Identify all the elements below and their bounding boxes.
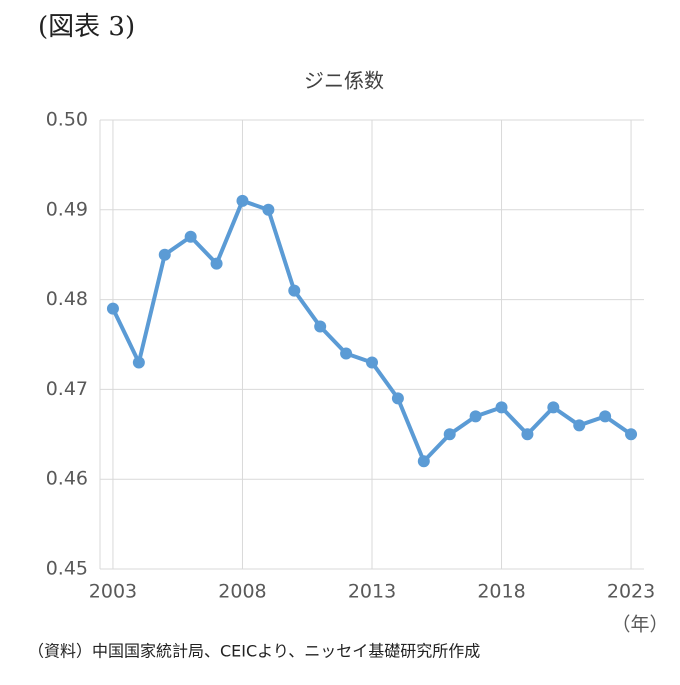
x-tick-label: 2003 — [89, 581, 137, 603]
point — [391, 392, 404, 405]
point — [443, 428, 456, 441]
point — [547, 401, 560, 414]
chart-title: ジニ係数 — [304, 69, 384, 93]
point — [210, 257, 223, 270]
point — [340, 347, 353, 360]
point — [495, 401, 508, 414]
point — [366, 356, 378, 369]
point — [417, 455, 430, 468]
point — [262, 203, 275, 216]
point — [521, 428, 534, 441]
x-tick-label: 2013 — [348, 581, 396, 603]
x-tick-label: 2008 — [218, 581, 266, 603]
point — [158, 248, 171, 261]
point — [288, 284, 301, 297]
point — [184, 230, 197, 243]
point — [314, 320, 327, 333]
point — [132, 356, 145, 369]
point — [469, 410, 482, 423]
point — [573, 419, 586, 432]
source-note: （資料）中国国家統計局、CEICより、ニッセイ基礎研究所作成 — [28, 642, 480, 661]
y-tick-label: 0.50 — [46, 109, 88, 131]
x-tick-label: 2018 — [477, 581, 525, 603]
figure-label: (図表 3) — [38, 12, 135, 42]
y-tick-label: 0.47 — [46, 378, 88, 400]
y-tick-label: 0.49 — [46, 198, 88, 220]
y-tick-label: 0.46 — [46, 468, 88, 490]
point — [625, 428, 638, 441]
x-tick-label: 2023 — [607, 581, 655, 603]
y-tick-label: 0.48 — [46, 288, 88, 310]
y-tick-label: 0.45 — [46, 558, 88, 580]
point — [106, 302, 119, 315]
x-axis-label: （年） — [611, 614, 668, 636]
point — [599, 410, 612, 423]
point — [236, 194, 249, 207]
